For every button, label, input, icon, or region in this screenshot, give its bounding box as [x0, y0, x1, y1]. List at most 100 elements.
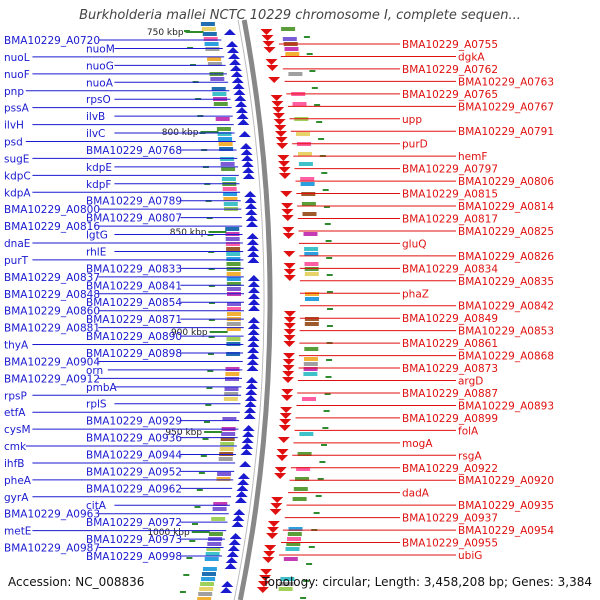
- gene-label-left: BMA10229_A0998: [86, 551, 182, 563]
- reverse-gene-mark: [257, 581, 270, 587]
- cog-block: [206, 547, 221, 551]
- reverse-gene-mark: [281, 203, 294, 209]
- gene-label-right: BMA10229_A0755: [402, 39, 498, 51]
- forward-gene-mark: [230, 71, 243, 77]
- forward-gene-mark: [223, 29, 236, 35]
- gene-label-left: BMA10229_A0789: [86, 196, 182, 208]
- gene-label-left: BMA10229_A0800: [4, 204, 100, 216]
- reverse-gene-mark: [275, 137, 288, 143]
- scale-tick-label: 750 kbp: [147, 28, 184, 38]
- forward-gene-mark: [247, 323, 260, 329]
- reverse-gene-mark: [264, 545, 277, 551]
- backbone-arc: [237, 19, 273, 600]
- forward-gene-mark: [235, 107, 248, 113]
- cog-block: [220, 157, 235, 161]
- cog-block: [225, 377, 239, 381]
- cog-block: [285, 52, 300, 56]
- forward-gene-mark: [247, 347, 260, 353]
- gene-label-right: BMA10229_A0763: [458, 76, 554, 88]
- reverse-gene-mark: [263, 47, 276, 53]
- gene-label-left: ihfB: [4, 458, 24, 470]
- gene-label-left: BMA10229_A0963: [4, 509, 100, 521]
- cog-block: [205, 47, 220, 51]
- reverse-gene-mark: [282, 371, 295, 377]
- reverse-gene-mark: [283, 323, 296, 329]
- cog-block: [225, 237, 240, 241]
- cog-block: [295, 477, 309, 481]
- cog-block: [201, 577, 216, 581]
- reverse-gene-mark: [283, 269, 296, 275]
- cog-block: [226, 262, 241, 266]
- cog-block: [217, 132, 232, 136]
- cog-block: [305, 292, 319, 296]
- forward-gene-mark: [247, 275, 260, 281]
- cog-block: [297, 452, 312, 456]
- forward-gene-mark: [246, 221, 259, 227]
- reverse-gene-mark: [277, 155, 290, 161]
- gene-label-right: BMA10229_A0762: [402, 64, 498, 76]
- gc-mark: [308, 546, 315, 548]
- cog-block: [284, 47, 299, 51]
- forward-gene-mark: [238, 131, 251, 137]
- gene-label-left: ilvH: [4, 120, 24, 132]
- gene-label-left: pssA: [4, 103, 30, 115]
- gc-mark: [183, 574, 190, 576]
- cog-block: [207, 57, 222, 61]
- reverse-gene-mark: [274, 125, 287, 131]
- gene-label-left: BMA10229_A0768: [86, 145, 182, 157]
- gene-label-right: BMA10229_A0920: [458, 475, 554, 487]
- cog-block: [216, 477, 231, 481]
- gc-mark: [306, 563, 313, 565]
- gc-mark: [196, 489, 203, 491]
- cog-block: [278, 587, 293, 591]
- gc-mark: [315, 495, 322, 497]
- cog-block: [285, 547, 300, 551]
- gene-label-right: BMA10229_A0806: [458, 176, 554, 188]
- cog-block: [301, 202, 316, 206]
- reverse-gene-mark: [267, 521, 280, 527]
- forward-gene-mark: [244, 401, 257, 407]
- forward-gene-mark: [233, 509, 246, 515]
- cog-block: [305, 297, 319, 301]
- gene-label-left: BMA10229_A0841: [86, 280, 182, 292]
- gene-label-left: BMA10229_A0904: [4, 356, 100, 368]
- gc-mark: [303, 36, 310, 38]
- cog-block: [202, 567, 217, 571]
- gene-label-right: BMA10229_A0815: [402, 189, 498, 201]
- gene-label-right: BMA10229_A0814: [458, 201, 554, 213]
- cog-block: [225, 242, 240, 246]
- cog-block: [227, 312, 241, 316]
- scale-tick-label: 1000 kbp: [147, 528, 190, 538]
- cog-block: [222, 187, 237, 191]
- cog-block: [202, 572, 216, 576]
- gc-mark: [319, 461, 326, 463]
- cog-block: [303, 232, 318, 236]
- cog-block: [304, 247, 319, 251]
- reverse-gene-mark: [278, 173, 291, 179]
- forward-gene-mark: [224, 563, 237, 569]
- cog-block: [226, 322, 241, 326]
- gene-label-right: BMA10229_A0842: [458, 301, 554, 313]
- gene-label-left: BMA10229_A0962: [86, 483, 182, 495]
- reverse-gene-mark: [262, 557, 275, 563]
- forward-gene-mark: [227, 545, 240, 551]
- forward-gene-mark: [227, 47, 240, 53]
- gene-label-right: BMA10229_A0937: [402, 513, 498, 525]
- cog-block: [224, 392, 239, 396]
- gene-label-left: orn: [86, 365, 103, 377]
- cog-block: [211, 87, 226, 91]
- forward-gene-mark: [247, 287, 260, 293]
- gene-label-right: BMA10229_A0873: [402, 363, 498, 375]
- reverse-gene-mark: [261, 35, 274, 41]
- cog-block: [227, 302, 241, 306]
- forward-gene-mark: [241, 161, 254, 167]
- reverse-gene-mark: [283, 335, 296, 341]
- cog-block: [218, 137, 233, 141]
- cog-block: [223, 202, 238, 206]
- reverse-gene-mark: [270, 503, 283, 509]
- cog-block: [204, 42, 219, 46]
- gc-mark: [208, 319, 215, 321]
- gene-label-left: lgtG: [86, 230, 108, 242]
- gene-label-left: BMA10229_A0881: [4, 323, 100, 335]
